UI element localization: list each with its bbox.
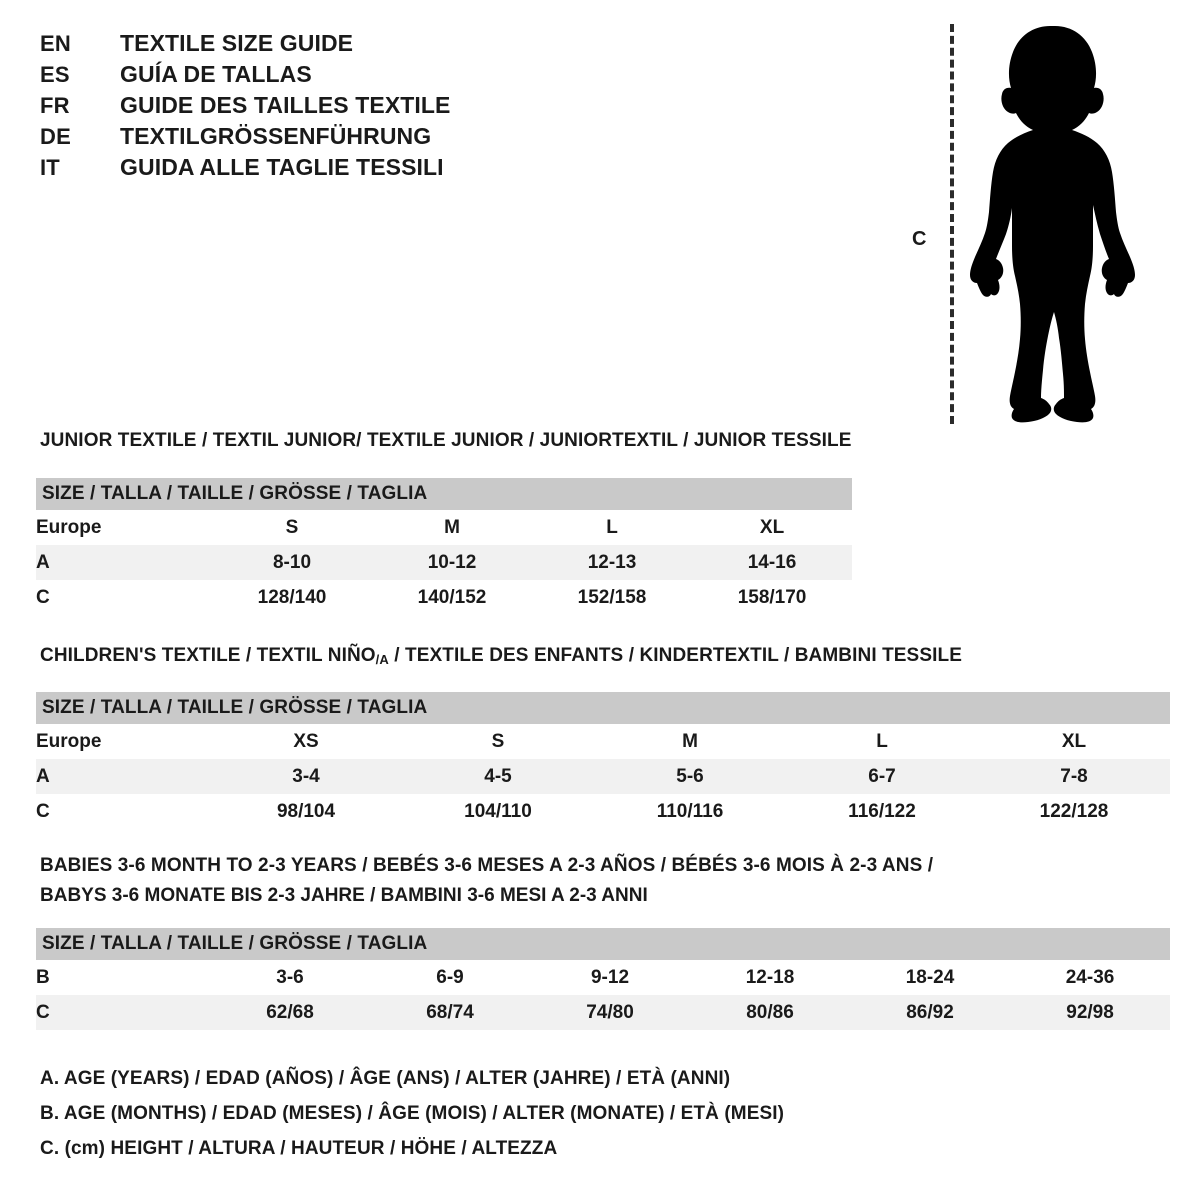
row-label: C: [36, 995, 210, 1030]
title-row: DE TEXTILGRÖSSENFÜHRUNG: [40, 123, 600, 154]
table-cell: 12-13: [532, 545, 692, 580]
table-cell: 6-7: [786, 759, 978, 794]
title-text: TEXTILE SIZE GUIDE: [120, 30, 354, 56]
size-header-cell: L: [532, 510, 692, 545]
region-label: Europe: [36, 724, 210, 759]
table-row: C 98/104 104/110 110/116 116/122 122/128: [36, 794, 1170, 829]
row-label: C: [36, 580, 212, 615]
section-heading-children: CHILDREN'S TEXTILE / TEXTIL NIÑO/A / TEX…: [40, 645, 962, 667]
child-silhouette-icon: [970, 26, 1135, 423]
title-lang-code: FR: [40, 93, 70, 118]
table-cell: 24-36: [1010, 960, 1171, 995]
height-axis-label: C: [912, 228, 927, 250]
table-cell: 158/170: [692, 580, 853, 615]
table-cell: 68/74: [370, 995, 530, 1030]
size-band-label: SIZE / TALLA / TAILLE / GRÖSSE / TAGLIA: [36, 692, 1170, 724]
title-lang-code: EN: [40, 31, 71, 56]
table-cell: 110/116: [594, 794, 786, 829]
junior-size-table: SIZE / TALLA / TAILLE / GRÖSSE / TAGLIA …: [36, 478, 853, 615]
children-size-table: SIZE / TALLA / TAILLE / GRÖSSE / TAGLIA …: [36, 692, 1170, 829]
title-text: GUIDE DES TAILLES TEXTILE: [120, 92, 451, 118]
table-band-row: SIZE / TALLA / TAILLE / GRÖSSE / TAGLIA: [36, 478, 853, 510]
table-cell: 74/80: [530, 995, 690, 1030]
size-header-cell: XL: [692, 510, 853, 545]
legend-line-b: B. AGE (MONTHS) / EDAD (MESES) / ÂGE (MO…: [40, 1103, 785, 1124]
measurement-legend: A. AGE (YEARS) / EDAD (AÑOS) / ÂGE (ANS)…: [40, 1068, 784, 1173]
table-cell: 10-12: [372, 545, 532, 580]
size-band-label: SIZE / TALLA / TAILLE / GRÖSSE / TAGLIA: [36, 928, 1171, 960]
size-header-cell: XL: [978, 724, 1170, 759]
title-row: EN TEXTILE SIZE GUIDE: [40, 30, 600, 61]
table-header-row: Europe S M L XL: [36, 510, 853, 545]
size-header-cell: M: [594, 724, 786, 759]
table-row: A 8-10 10-12 12-13 14-16: [36, 545, 853, 580]
title-lang-code: IT: [40, 155, 60, 180]
table-cell: 62/68: [210, 995, 370, 1030]
table-cell: 140/152: [372, 580, 532, 615]
table-row: C 128/140 140/152 152/158 158/170: [36, 580, 853, 615]
legend-line-a: A. AGE (YEARS) / EDAD (AÑOS) / ÂGE (ANS)…: [40, 1068, 731, 1089]
table-cell: 3-4: [210, 759, 402, 794]
table-cell: 18-24: [850, 960, 1010, 995]
size-header-cell: S: [212, 510, 372, 545]
title-lang-code: DE: [40, 124, 71, 149]
table-band-row: SIZE / TALLA / TAILLE / GRÖSSE / TAGLIA: [36, 692, 1170, 724]
table-cell: 98/104: [210, 794, 402, 829]
table-cell: 152/158: [532, 580, 692, 615]
legend-line-c: C. (cm) HEIGHT / ALTURA / HAUTEUR / HÖHE…: [40, 1138, 558, 1159]
section-heading-children-subscript: /A: [375, 652, 389, 667]
table-cell: 122/128: [978, 794, 1170, 829]
title-lang-code: ES: [40, 62, 70, 87]
height-measurement-figure: C: [900, 10, 1170, 430]
section-heading-babies-line2: BABYS 3-6 MONATE BIS 2-3 JAHRE / BAMBINI…: [40, 885, 648, 906]
table-cell: 92/98: [1010, 995, 1171, 1030]
table-cell: 6-9: [370, 960, 530, 995]
table-cell: 104/110: [402, 794, 594, 829]
table-cell: 86/92: [850, 995, 1010, 1030]
table-cell: 116/122: [786, 794, 978, 829]
size-band-label: SIZE / TALLA / TAILLE / GRÖSSE / TAGLIA: [36, 478, 853, 510]
height-dashed-line: [950, 24, 954, 424]
table-row: A 3-4 4-5 5-6 6-7 7-8: [36, 759, 1170, 794]
table-cell: 80/86: [690, 995, 850, 1030]
table-cell: 3-6: [210, 960, 370, 995]
size-header-cell: XS: [210, 724, 402, 759]
section-heading-junior: JUNIOR TEXTILE / TEXTIL JUNIOR/ TEXTILE …: [40, 430, 852, 451]
title-text: GUÍA DE TALLAS: [120, 61, 312, 87]
section-heading-children-prefix: CHILDREN'S TEXTILE / TEXTIL NIÑO: [40, 645, 376, 666]
row-label: B: [36, 960, 210, 995]
size-header-cell: S: [402, 724, 594, 759]
table-row: C 62/68 68/74 74/80 80/86 86/92 92/98: [36, 995, 1171, 1030]
multilingual-title-block: EN TEXTILE SIZE GUIDE ES GUÍA DE TALLAS …: [40, 30, 600, 185]
row-label: A: [36, 759, 210, 794]
table-cell: 5-6: [594, 759, 786, 794]
table-row: B 3-6 6-9 9-12 12-18 18-24 24-36: [36, 960, 1171, 995]
table-cell: 14-16: [692, 545, 853, 580]
babies-size-table: SIZE / TALLA / TAILLE / GRÖSSE / TAGLIA …: [36, 928, 1171, 1030]
size-header-cell: L: [786, 724, 978, 759]
section-heading-babies-line1: BABIES 3-6 MONTH TO 2-3 YEARS / BEBÉS 3-…: [40, 855, 934, 876]
title-row: FR GUIDE DES TAILLES TEXTILE: [40, 92, 600, 123]
title-row: IT GUIDA ALLE TAGLIE TESSILI: [40, 154, 600, 185]
table-cell: 12-18: [690, 960, 850, 995]
row-label: A: [36, 545, 212, 580]
table-header-row: Europe XS S M L XL: [36, 724, 1170, 759]
row-label: C: [36, 794, 210, 829]
table-band-row: SIZE / TALLA / TAILLE / GRÖSSE / TAGLIA: [36, 928, 1171, 960]
title-row: ES GUÍA DE TALLAS: [40, 61, 600, 92]
table-cell: 128/140: [212, 580, 372, 615]
section-heading-children-suffix: / TEXTILE DES ENFANTS / KINDERTEXTIL / B…: [388, 645, 962, 666]
size-header-cell: M: [372, 510, 532, 545]
table-cell: 8-10: [212, 545, 372, 580]
table-cell: 7-8: [978, 759, 1170, 794]
title-text: TEXTILGRÖSSENFÜHRUNG: [120, 123, 432, 149]
table-cell: 4-5: [402, 759, 594, 794]
table-cell: 9-12: [530, 960, 690, 995]
title-text: GUIDA ALLE TAGLIE TESSILI: [120, 154, 444, 180]
region-label: Europe: [36, 510, 212, 545]
